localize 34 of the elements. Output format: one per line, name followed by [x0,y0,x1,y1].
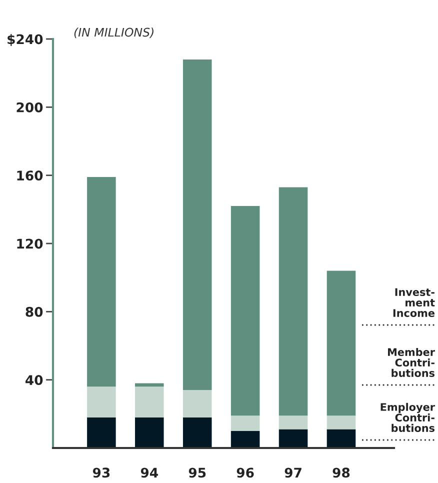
text: Member Contri- butions [388,348,435,377]
text: Employer Contri- butions [380,402,435,432]
bar [182,417,212,448]
bar [87,386,116,418]
bar [326,270,356,416]
x-tick-label: 96 [236,468,254,478]
bar [326,429,356,448]
bar [278,429,308,448]
x-tick-label: 94 [140,468,158,478]
x-tick-label: 97 [284,468,302,478]
bar [230,430,260,448]
y-tick-label: 80 [26,306,43,317]
y-tick-label: 40 [26,375,43,386]
y-tick-label: 200 [16,102,43,112]
bar [182,59,212,390]
bar [230,416,260,431]
bar [87,417,116,448]
bar [182,390,212,418]
bar [135,417,164,448]
text: Invest- ment Income [393,288,435,317]
x-tick-label: 93 [92,468,110,478]
x-tick-label: 98 [332,468,350,478]
bar [135,383,164,387]
chart-title: (IN MILLIONS) [74,28,154,38]
bar [278,416,308,430]
y-tick-label: 160 [17,170,43,181]
x-tick-label: 95 [188,468,206,478]
y-tick-label: 120 [17,238,43,249]
bar [230,206,260,416]
bar [278,187,308,416]
bar [326,416,356,430]
bar [135,386,164,418]
bar [87,177,116,387]
y-tick-label: $240 [8,34,43,46]
